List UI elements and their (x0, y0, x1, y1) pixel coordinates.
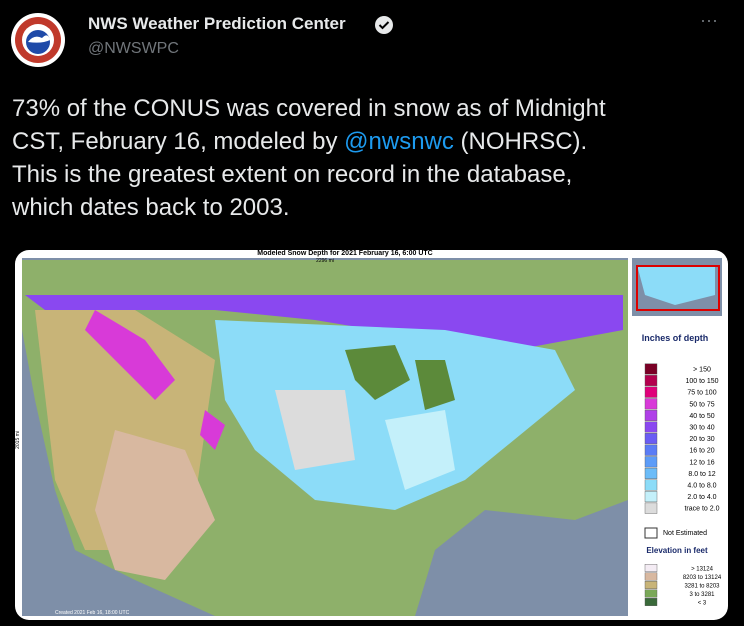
text-span: CST, February 16, modeled by (12, 128, 345, 155)
legend-label: 3281 to 8203 (684, 584, 720, 590)
verified-badge (375, 16, 393, 34)
legend-swatch (644, 375, 658, 387)
legend-swatch (644, 467, 658, 479)
author-name[interactable]: NWS Weather Prediction Center (88, 14, 346, 33)
more-menu[interactable]: ··· (700, 10, 718, 30)
legend-label: 30 to 40 (689, 425, 714, 432)
legend-swatch (644, 502, 658, 514)
avatar[interactable] (10, 12, 66, 68)
legend-swatch (644, 421, 658, 433)
tweet-line: CST, February 16, modeled by @nwsnwc (NO… (12, 125, 606, 158)
legend-swatch (644, 589, 658, 598)
legend-label: 40 to 50 (689, 413, 714, 420)
legend-label: < 3 (698, 601, 707, 607)
legend-swatch (644, 572, 658, 581)
legend-swatch (644, 581, 658, 589)
not-estimated-swatch (644, 527, 658, 539)
legend-swatch (644, 491, 658, 503)
legend-label: 16 to 20 (689, 448, 714, 455)
legend-label: trace to 2.0 (684, 506, 719, 513)
mention-link[interactable]: @nwsnwc (344, 128, 454, 155)
text-span: which dates back to 2003. (12, 194, 290, 221)
tweet-line: 73% of the CONUS was covered in snow as … (12, 92, 606, 125)
legend-swatch (644, 479, 658, 491)
legend-label: 4.0 to 8.0 (687, 483, 716, 490)
legend-label: 8.0 to 12 (688, 471, 715, 478)
legend-label: 50 to 75 (689, 401, 714, 408)
not-estimated-label: Not Estimated (663, 530, 707, 537)
map-title: Modeled Snow Depth for 2021 February 16,… (257, 250, 432, 257)
legend-swatch (644, 456, 658, 468)
text-span: This is the greatest extent on record in… (12, 161, 573, 188)
legend-swatch (644, 409, 658, 421)
tweet-line: which dates back to 2003. (12, 191, 606, 224)
legend-label: 20 to 30 (689, 436, 714, 443)
author-handle[interactable]: @NWSWPC (88, 40, 179, 57)
legend-label: 2.0 to 4.0 (687, 494, 716, 501)
legend-label: > 150 (693, 367, 711, 374)
legend-label: 12 to 16 (689, 459, 714, 466)
tweet-line: This is the greatest extent on record in… (12, 158, 606, 191)
scale-side: 2015 mi (15, 431, 21, 449)
legend-label: 100 to 150 (685, 378, 718, 385)
depth-legend-title: Inches of depth (642, 333, 709, 343)
legend-swatch (644, 564, 658, 572)
legend-swatch (644, 444, 658, 456)
snow-map-image[interactable]: Modeled Snow Depth for 2021 February 16,… (15, 250, 728, 620)
tweet-text: 73% of the CONUS was covered in snow as … (12, 92, 606, 224)
legend-swatch (644, 398, 658, 410)
legend-swatch (644, 433, 658, 445)
legend-label: 8203 to 13124 (683, 575, 722, 581)
legend-label: 75 to 100 (687, 390, 716, 397)
elevation-legend-title: Elevation in feet (646, 546, 708, 555)
legend-label: > 13124 (691, 567, 714, 573)
text-span: 73% of the CONUS was covered in snow as … (12, 95, 606, 122)
scale-top: 2296 mi (316, 258, 334, 264)
map-footer: Created 2021 Feb 16, 18:00 UTC (55, 610, 130, 616)
legend-label: 3 to 3281 (689, 592, 715, 598)
legend-swatch (644, 363, 658, 375)
text-span: (NOHRSC). (453, 128, 588, 155)
legend-swatch (644, 386, 658, 398)
legend-swatch (644, 598, 658, 606)
